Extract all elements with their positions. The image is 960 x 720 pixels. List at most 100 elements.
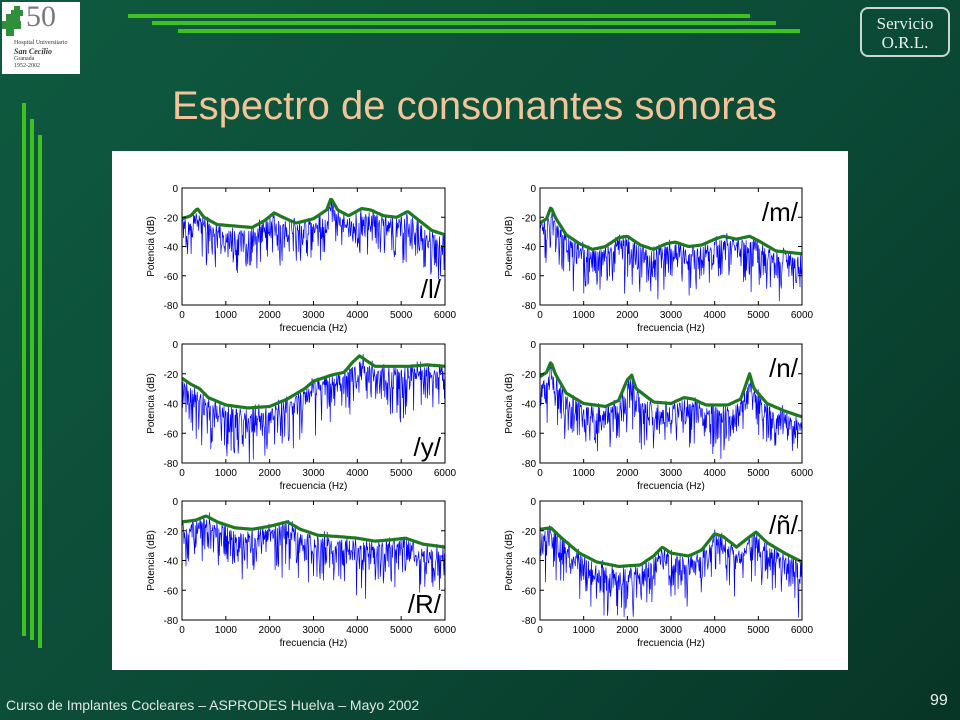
decor-line-top-2 [152,21,776,25]
x-tick-label: 0 [537,625,543,636]
decor-line-left-1 [22,103,26,636]
y-tick-label: -60 [164,586,179,597]
logo-number: 50 [26,0,56,33]
y-tick-label: -20 [522,213,537,224]
y-tick-label: 0 [530,497,536,508]
x-tick-label: 5000 [747,468,770,479]
y-tick-label: -40 [164,400,179,411]
envelope-line [540,361,802,419]
x-tick-label: 2000 [259,310,282,321]
x-tick-label: 5000 [747,625,770,636]
x-tick-label: 3000 [302,625,325,636]
figure-panel: 0 -20 -40 -60 -80 0 1000 2000 3000 4000 5000 6000 fr… [112,151,848,670]
y-tick-label: 0 [172,340,178,351]
envelope-line [540,206,802,256]
spectrum-line [540,364,802,459]
y-tick-label: -80 [164,616,179,627]
spectrum-line [182,512,445,599]
chart-2: 0-20-40-60-800 1000 2000 3000 4000 5000 6000fr… [504,184,814,334]
y-tick-label: -60 [522,272,537,283]
decor-line-top-1 [128,14,750,18]
x-tick-label: 4000 [346,310,369,321]
spectra-charts: 0-20-40-60-800 1000 2000 3000 4000 5000 6000fr… [146,184,814,649]
y-axis-label: Potencia (dB) [504,216,515,277]
y-tick-label: -80 [522,616,537,627]
x-axis-label: frecuencia (Hz) [637,481,705,492]
y-tick-label: -80 [522,459,537,470]
phoneme-label: /l/ [421,274,442,304]
x-tick-label: 1000 [215,625,238,636]
logo-line1: Hospital Universitario [14,40,68,46]
y-tick-label: -40 [164,243,179,254]
chart-1: 0-20-40-60-800 1000 2000 3000 4000 5000 6000fr… [146,184,457,334]
slide-title: Espectro de consonantes sonoras [172,84,777,128]
y-tick-label: 0 [530,184,536,195]
y-tick-label: -40 [164,557,179,568]
envelope-line [182,514,445,549]
hospital-cross-icon [2,6,23,36]
x-tick-label: 0 [179,625,185,636]
y-axis-label: Potencia (dB) [146,373,157,434]
decor-line-top-3 [178,29,800,33]
x-tick-label: 2000 [616,625,639,636]
y-tick-label: 0 [530,340,536,351]
y-tick-label: -40 [522,557,537,568]
x-tick-label: 0 [179,468,185,479]
y-tick-label: 0 [172,497,178,508]
chart-5: 0-20-40-60-800 1000 2000 3000 4000 5000 6000fr… [146,497,457,649]
y-tick-label: -60 [164,272,179,283]
x-tick-label: 5000 [390,625,413,636]
envelope-line [182,197,445,237]
page-number: 99 [930,692,948,709]
phoneme-label: /R/ [408,589,442,619]
x-tick-label: 5000 [390,310,413,321]
y-tick-label: -20 [164,527,179,538]
y-tick-label: -80 [164,301,179,312]
decor-line-left-2 [30,119,34,640]
x-tick-label: 4000 [704,625,727,636]
x-tick-label: 1000 [215,310,238,321]
x-axis-label: frecuencia (Hz) [280,481,348,492]
x-tick-label: 2000 [259,468,282,479]
x-tick-label: 4000 [346,625,369,636]
x-tick-label: 0 [179,310,185,321]
hospital-logo: 50 Hospital Universitario San Cecilio Gr… [2,0,80,74]
x-tick-label: 3000 [660,625,683,636]
chart-3: 0-20-40-60-800 1000 2000 3000 4000 5000 6000fr… [146,340,457,492]
chart-6: 0-20-40-60-800 1000 2000 3000 4000 5000 6000fr… [504,497,814,649]
x-tick-label: 3000 [302,310,325,321]
y-tick-label: -60 [522,429,537,440]
y-tick-label: -40 [522,400,537,411]
envelope-line [182,354,445,410]
x-tick-label: 1000 [215,468,238,479]
x-tick-label: 5000 [390,468,413,479]
badge-line1: Servicio [876,14,934,33]
x-tick-label: 6000 [434,468,457,479]
x-tick-label: 3000 [660,468,683,479]
logo-years: 1952-2002 [14,63,40,69]
chart-4: 0-20-40-60-800 1000 2000 3000 4000 5000 6000fr… [504,340,814,492]
x-axis-label: frecuencia (Hz) [637,638,705,649]
badge-line2: O.R.L. [881,33,929,52]
x-tick-label: 3000 [660,310,683,321]
x-tick-label: 6000 [791,468,814,479]
logo-line2: San Cecilio [14,47,53,56]
phoneme-label: /n/ [769,353,799,383]
x-axis-label: frecuencia (Hz) [637,323,705,334]
x-tick-label: 2000 [616,310,639,321]
y-tick-label: -60 [522,586,537,597]
y-axis-label: Potencia (dB) [504,530,515,591]
x-tick-label: 1000 [573,625,596,636]
x-tick-label: 2000 [259,625,282,636]
spectrum-line [182,199,445,280]
x-tick-label: 6000 [791,310,814,321]
y-tick-label: -80 [164,459,179,470]
x-tick-label: 2000 [616,468,639,479]
service-badge: Servicio O.R.L. [860,7,950,57]
y-axis-label: Potencia (dB) [146,530,157,591]
y-tick-label: -20 [522,370,537,381]
envelope-line [540,526,802,568]
x-tick-label: 1000 [573,468,596,479]
y-tick-label: 0 [172,184,178,195]
footer-text: Curso de Implantes Cocleares – ASPRODES … [6,697,420,713]
